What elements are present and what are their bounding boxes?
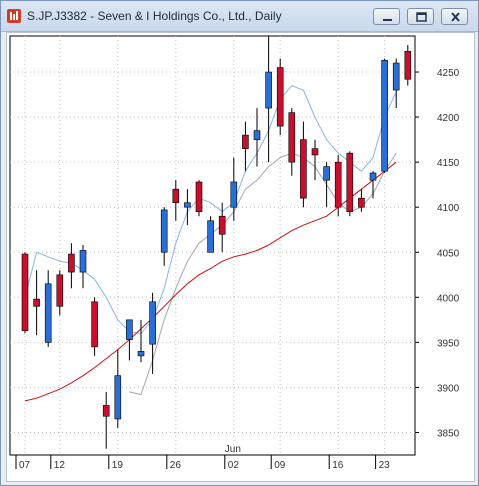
candle-down[interactable] (334, 161, 342, 208)
candle-up[interactable] (79, 250, 87, 273)
candlestick-chart[interactable]: 3850 3900 3950 4000 4050 4100 4150 4200 4250 07 12… (7, 33, 474, 481)
candle-up[interactable] (369, 172, 377, 181)
candle-up[interactable] (253, 130, 261, 140)
candle-down[interactable] (346, 152, 354, 213)
candle-down[interactable] (91, 301, 98, 348)
chart-area[interactable]: 3850 3900 3950 4000 4050 4100 4150 4200 4250 07 12… (6, 32, 475, 482)
candle-down[interactable] (68, 253, 75, 273)
candle-up[interactable] (149, 301, 156, 345)
close-button[interactable] (441, 8, 468, 25)
candle-up[interactable] (230, 181, 238, 208)
minimize-button[interactable] (373, 8, 400, 25)
x-tick-label: 19 (112, 460, 124, 471)
candle-down[interactable] (56, 274, 64, 307)
x-tick-label: 07 (19, 460, 31, 471)
candle-down[interactable] (33, 298, 40, 307)
candle-down[interactable] (311, 148, 319, 156)
candle-up[interactable] (265, 71, 272, 109)
y-tick-label: 4200 (437, 113, 460, 124)
y-tick-label: 4100 (437, 203, 460, 214)
moving-average-fast-line (24, 85, 397, 334)
candle-up[interactable] (44, 283, 52, 343)
y-tick-label: 4250 (437, 68, 460, 79)
candle-down[interactable] (276, 67, 284, 127)
y-tick-label: 3900 (437, 383, 460, 394)
window-title: S.JP.J3382 - Seven & I Holdings Co., Ltd… (27, 9, 282, 23)
candle-down[interactable] (242, 134, 249, 149)
candle-up[interactable] (381, 60, 388, 172)
candle-down[interactable] (21, 253, 29, 331)
candle-down[interactable] (300, 139, 307, 199)
candle-up[interactable] (323, 166, 330, 181)
candle-down[interactable] (195, 181, 203, 213)
candle-up[interactable] (126, 319, 133, 340)
candle-down[interactable] (288, 112, 296, 163)
candle-up[interactable] (207, 220, 214, 253)
title-bar[interactable]: S.JP.J3382 - Seven & I Holdings Co., Ltd… (1, 1, 478, 32)
x-tick-label: 16 (332, 460, 344, 471)
y-tick-label: 3950 (437, 338, 460, 349)
restore-icon (416, 12, 427, 22)
x-tick-label: 02 (228, 460, 240, 471)
x-tick-label: 09 (274, 460, 286, 471)
candle-up[interactable] (392, 62, 400, 91)
x-tick-label: 26 (170, 460, 182, 471)
chart-app-icon (7, 9, 21, 23)
y-tick-label: 3850 (437, 428, 460, 439)
candle-down[interactable] (172, 188, 180, 203)
minimize-icon (383, 19, 392, 21)
moving-average-slow-line (24, 161, 397, 402)
close-icon (451, 12, 460, 22)
y-tick-label: 4050 (437, 248, 460, 259)
y-tick-label: 4150 (437, 158, 460, 169)
candle-up[interactable] (114, 375, 122, 420)
candle-up[interactable] (160, 209, 168, 253)
x-tick-label: 12 (54, 460, 66, 471)
candle-down[interactable] (102, 405, 110, 417)
restore-button[interactable] (407, 8, 434, 25)
candle-up[interactable] (137, 351, 145, 357)
y-tick-label: 4000 (437, 293, 460, 304)
candle-down[interactable] (358, 197, 365, 208)
month-label: Jun (225, 444, 241, 455)
candle-up[interactable] (184, 202, 191, 208)
candle-down[interactable] (404, 51, 412, 80)
x-tick-label: 23 (379, 460, 391, 471)
candle-down[interactable] (218, 215, 226, 235)
